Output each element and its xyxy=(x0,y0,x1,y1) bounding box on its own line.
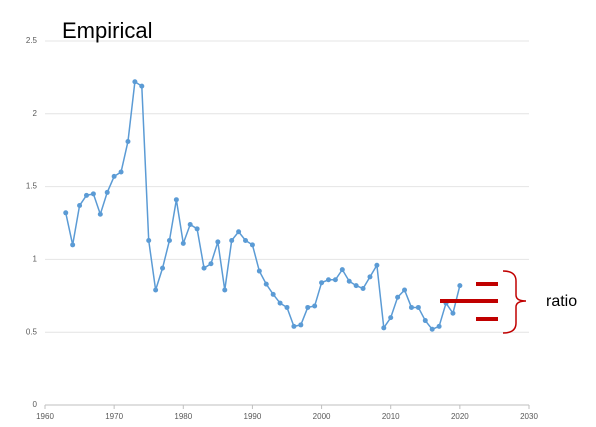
x-tick-label: 1960 xyxy=(36,412,54,421)
data-point xyxy=(97,211,103,217)
data-point xyxy=(166,237,172,243)
data-point xyxy=(360,286,366,292)
data-point xyxy=(291,323,297,329)
chart-title: Empirical xyxy=(62,18,152,43)
data-point xyxy=(243,237,249,243)
data-point xyxy=(277,300,283,306)
y-tick-label: 0.5 xyxy=(26,327,38,336)
data-point xyxy=(194,226,200,232)
x-tick-label: 2030 xyxy=(520,412,538,421)
data-point xyxy=(395,294,401,300)
data-point xyxy=(118,169,124,175)
y-tick-label: 1 xyxy=(33,255,38,264)
data-point xyxy=(381,325,387,331)
data-point xyxy=(70,242,76,248)
data-point xyxy=(201,265,207,271)
data-point xyxy=(429,326,435,332)
data-point xyxy=(125,138,131,144)
data-point xyxy=(222,287,228,293)
data-point xyxy=(160,265,166,271)
x-tick-label: 2000 xyxy=(313,412,331,421)
data-point xyxy=(346,278,352,284)
data-point xyxy=(215,239,221,245)
data-point xyxy=(187,221,193,227)
data-point xyxy=(312,303,318,309)
data-point xyxy=(173,197,179,203)
data-point xyxy=(263,281,269,287)
data-point xyxy=(270,291,276,297)
data-point xyxy=(153,287,159,293)
data-point xyxy=(374,262,380,268)
y-tick-label: 2.5 xyxy=(26,36,38,45)
y-tick-label: 0 xyxy=(33,400,38,409)
data-point xyxy=(139,83,145,89)
data-point xyxy=(422,318,428,324)
x-tick-label: 1970 xyxy=(105,412,123,421)
data-point xyxy=(180,240,186,246)
data-point xyxy=(450,310,456,316)
data-point xyxy=(284,304,290,310)
annotation-label: ratio xyxy=(546,293,577,310)
data-point xyxy=(83,192,89,198)
data-point xyxy=(436,323,442,329)
data-point xyxy=(249,242,255,248)
data-point xyxy=(298,322,304,328)
data-point xyxy=(256,268,262,274)
data-point xyxy=(229,237,235,243)
data-point xyxy=(111,173,117,179)
data-point xyxy=(457,283,463,289)
x-tick-label: 1990 xyxy=(244,412,262,421)
x-tick-label: 2020 xyxy=(451,412,469,421)
data-point xyxy=(132,79,138,85)
data-point xyxy=(339,267,345,273)
data-point xyxy=(388,315,394,321)
data-point xyxy=(104,189,110,195)
data-line xyxy=(65,80,461,331)
brace xyxy=(502,270,527,334)
x-tick-label: 1980 xyxy=(174,412,192,421)
data-point xyxy=(63,210,69,216)
data-point xyxy=(408,304,414,310)
plot: 0 0.5 1 1.5 2 2.5 1960 1970 1980 1990 2000 2010 2020… xyxy=(26,36,539,421)
data-point xyxy=(77,203,83,209)
data-point xyxy=(146,237,152,243)
data-point xyxy=(236,229,242,235)
x-tick-label: 2010 xyxy=(382,412,400,421)
annotation-marks xyxy=(440,270,527,334)
data-point xyxy=(353,283,359,289)
data-point xyxy=(367,274,373,280)
data-point xyxy=(90,191,96,197)
data-point xyxy=(319,280,325,286)
data-point xyxy=(332,277,338,283)
data-point xyxy=(208,261,214,267)
data-point xyxy=(402,287,408,293)
data-point xyxy=(325,277,331,283)
data-point xyxy=(305,304,311,310)
data-point xyxy=(415,304,421,310)
y-tick-label: 2 xyxy=(33,109,38,118)
y-tick-label: 1.5 xyxy=(26,182,38,191)
